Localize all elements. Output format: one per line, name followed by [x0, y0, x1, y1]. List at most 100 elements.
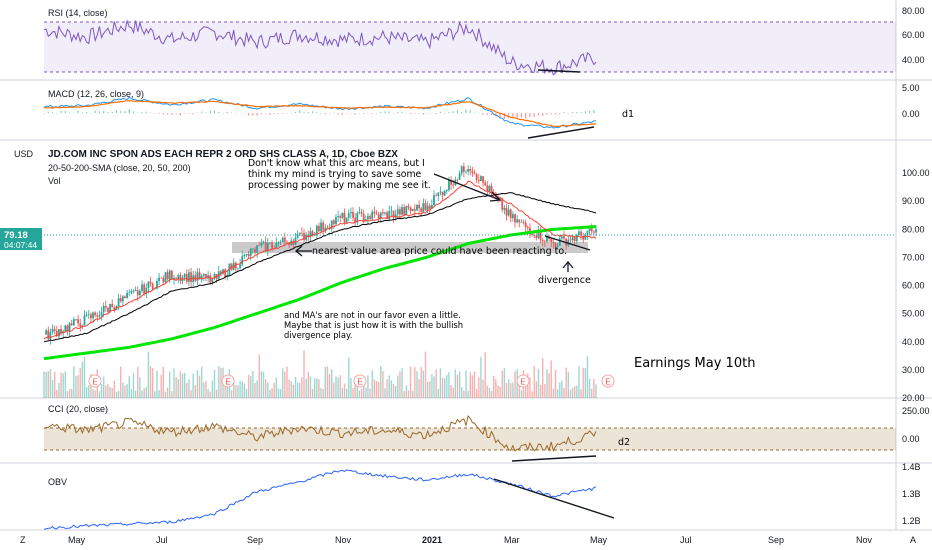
- volume-bar: [429, 381, 431, 398]
- candle-body: [89, 314, 92, 319]
- candle-body: [452, 184, 455, 186]
- candle-body: [183, 273, 186, 278]
- volume-bar: [499, 386, 501, 398]
- candle-body: [318, 225, 320, 232]
- macd-hist-bar: [508, 113, 510, 118]
- candle-body: [358, 212, 361, 214]
- candle-body: [53, 329, 56, 331]
- candle-body: [313, 235, 316, 236]
- volume-bar: [441, 377, 444, 398]
- volume-bar: [45, 371, 47, 398]
- candle-body: [94, 312, 97, 316]
- candle-body: [190, 272, 192, 283]
- volume-bar: [348, 357, 350, 398]
- rsi-title: RSI (14, close): [48, 8, 108, 18]
- volume-bar: [339, 375, 341, 398]
- macd-hist-bar: [435, 113, 437, 115]
- earnings-marker[interactable]: [353, 374, 367, 388]
- candle-body: [247, 253, 250, 257]
- last-price-tag: [0, 228, 42, 250]
- candle-body: [198, 272, 201, 280]
- macd-title: MACD (12, 26, close, 9): [48, 89, 144, 99]
- earnings-marker[interactable]: [516, 374, 530, 388]
- candle-body: [273, 248, 276, 249]
- macd-hist-bar: [111, 111, 113, 114]
- price-panel: USD JD.COM INC SPON ADS EACH REPR 2 ORD …: [0, 149, 930, 403]
- macd-hist-bar: [145, 111, 147, 114]
- volume-bar: [350, 377, 352, 398]
- volume-bar: [60, 372, 62, 398]
- candle-body: [482, 176, 484, 183]
- earnings-marker[interactable]: [88, 374, 102, 388]
- candle-body: [443, 191, 446, 196]
- candle-body: [68, 323, 71, 332]
- time-tick-9: Nov: [856, 535, 873, 545]
- candle-body: [128, 292, 131, 294]
- volume-bar: [171, 391, 173, 398]
- candle-body: [465, 171, 467, 173]
- volume-bar: [467, 390, 469, 398]
- volume-bar: [215, 389, 218, 398]
- earnings-marker-label: E: [92, 378, 97, 387]
- macd-hist-bar: [584, 111, 586, 114]
- candle-body: [373, 211, 376, 214]
- macd-hist-bar: [448, 112, 450, 114]
- volume-bar: [452, 387, 454, 398]
- candle-body: [100, 312, 103, 316]
- volume-bar: [542, 358, 544, 398]
- volume-bar: [149, 366, 152, 398]
- volume-bar: [296, 382, 299, 398]
- macd-hist-bar: [405, 112, 407, 114]
- volume-bar: [546, 369, 548, 398]
- macd-hist-bar: [137, 112, 139, 114]
- volume-bar: [209, 391, 211, 398]
- macd-hist-bar: [431, 112, 433, 114]
- candle-body: [595, 229, 597, 233]
- volume-bar: [130, 389, 133, 398]
- earnings-marker-label: E: [357, 378, 362, 387]
- macd-hist-bar: [213, 110, 216, 114]
- volume-bar: [505, 383, 508, 398]
- corner-right[interactable]: A: [910, 535, 916, 545]
- macd-hist-bar: [154, 113, 156, 114]
- macd-hist-bar: [589, 110, 591, 114]
- candle-body: [153, 288, 156, 290]
- candle-body: [149, 281, 152, 284]
- candle-body: [55, 330, 58, 337]
- corner-left[interactable]: Z: [20, 535, 26, 545]
- volume-bar: [98, 391, 101, 398]
- volume-bar: [399, 371, 401, 398]
- earnings-marker-label: E: [605, 378, 610, 387]
- macd-hist-bar: [537, 113, 540, 116]
- cci-level-0: 0.00: [902, 434, 920, 444]
- candle-body: [281, 237, 284, 243]
- macd-hist-bar: [141, 111, 143, 114]
- earnings-marker[interactable]: [601, 374, 615, 388]
- rsi-level-40: 40.00: [902, 55, 925, 65]
- ma-annotation: and MA's are not in our favor even a lit…: [284, 310, 463, 340]
- candle-body: [580, 231, 582, 236]
- volume-bar: [414, 367, 416, 398]
- volume-bar: [271, 388, 273, 398]
- last-price-value: 79.18: [4, 230, 28, 241]
- candle-body: [537, 230, 540, 239]
- volume-bar: [501, 370, 503, 398]
- candle-body: [575, 234, 578, 242]
- macd-hist-bar: [384, 111, 386, 114]
- candle-body: [420, 208, 423, 212]
- candle-body: [70, 323, 73, 326]
- earnings-marker[interactable]: [221, 374, 235, 388]
- volume-bar: [382, 370, 384, 398]
- volume-bar: [175, 376, 177, 398]
- macd-level-5: 5.00: [902, 83, 920, 93]
- volume-bar: [232, 382, 235, 398]
- macd-hist-bar: [171, 113, 173, 115]
- volume-bar: [358, 390, 361, 398]
- macd-hist-bar: [218, 111, 220, 114]
- candle-body: [503, 207, 506, 210]
- macd-hist-bar: [303, 112, 305, 114]
- candle-body: [554, 243, 557, 247]
- candle-body: [98, 315, 101, 317]
- candle-body: [460, 166, 463, 174]
